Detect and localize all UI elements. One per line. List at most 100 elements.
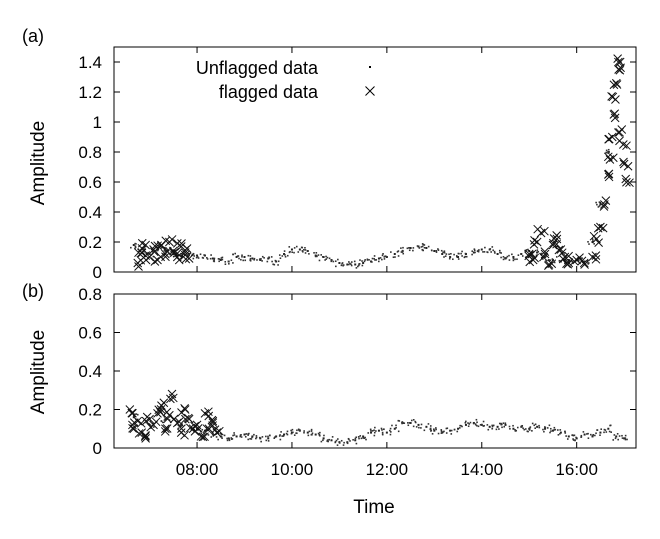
data-point-unflagged: [557, 429, 559, 431]
data-point-unflagged: [323, 434, 325, 437]
data-point-unflagged: [528, 429, 531, 431]
data-point-unflagged: [442, 251, 444, 254]
data-point-unflagged: [240, 436, 243, 438]
data-point-unflagged: [398, 420, 401, 422]
data-point-unflagged: [243, 433, 246, 436]
data-point-unflagged: [450, 433, 453, 435]
data-point-unflagged: [488, 425, 491, 428]
data-point-unflagged: [278, 254, 281, 256]
data-point-flagged: [204, 407, 213, 417]
data-point-unflagged: [498, 428, 500, 430]
data-point-unflagged: [534, 427, 537, 429]
data-point-unflagged: [464, 421, 467, 424]
data-point-unflagged: [272, 263, 274, 266]
data-point-flagged: [180, 430, 189, 440]
data-point-unflagged: [536, 249, 539, 251]
data-point-unflagged: [521, 425, 523, 428]
data-point-unflagged: [283, 250, 286, 252]
data-point-unflagged: [435, 250, 438, 252]
data-point-unflagged: [499, 251, 501, 254]
data-point-unflagged: [358, 263, 360, 265]
data-point-unflagged: [491, 425, 494, 428]
data-point-unflagged: [314, 433, 317, 436]
data-point-unflagged: [210, 436, 213, 438]
data-point-flagged: [591, 254, 601, 264]
data-point-unflagged: [168, 419, 171, 421]
x-tick-label: 16:00: [555, 460, 598, 479]
data-point-unflagged: [616, 433, 619, 435]
data-point-unflagged: [364, 259, 366, 261]
data-point-unflagged: [467, 425, 470, 428]
data-point-unflagged: [355, 267, 358, 269]
data-point-unflagged: [435, 427, 437, 429]
data-point-unflagged: [355, 442, 358, 445]
data-point-unflagged: [326, 439, 329, 441]
data-point-unflagged: [233, 434, 236, 436]
data-point-unflagged: [437, 432, 440, 435]
data-point-unflagged: [370, 431, 373, 434]
data-point-flagged: [141, 251, 151, 260]
data-point-flagged: [181, 254, 191, 264]
data-point-unflagged: [516, 426, 519, 429]
data-point-flagged: [562, 259, 571, 269]
data-point-unflagged: [255, 435, 258, 437]
data-point-unflagged: [205, 429, 207, 432]
data-point-unflagged: [504, 257, 506, 259]
data-point-unflagged: [274, 435, 277, 438]
data-point-unflagged: [303, 430, 305, 432]
data-point-unflagged: [614, 437, 617, 440]
data-point-unflagged: [203, 254, 205, 256]
data-point-unflagged: [529, 426, 532, 428]
data-point-flagged: [601, 196, 611, 206]
data-point-unflagged: [461, 255, 463, 257]
data-point-unflagged: [239, 435, 242, 438]
data-point-unflagged: [520, 253, 522, 255]
data-point-unflagged: [371, 261, 373, 263]
data-point-unflagged: [301, 246, 304, 249]
data-point-unflagged: [551, 258, 554, 260]
data-point-flagged: [610, 113, 620, 123]
data-point-unflagged: [440, 432, 443, 434]
data-point-unflagged: [353, 260, 356, 263]
data-point-unflagged: [412, 249, 414, 252]
data-point-flagged: [594, 238, 603, 248]
data-point-unflagged: [469, 421, 472, 424]
data-point-unflagged: [364, 436, 366, 439]
data-point-unflagged: [457, 258, 460, 260]
data-point-unflagged: [420, 427, 422, 429]
data-point-unflagged: [253, 257, 256, 260]
data-point-unflagged: [504, 422, 507, 425]
data-point-unflagged: [508, 425, 511, 428]
data-point-unflagged: [624, 437, 627, 439]
data-point-unflagged: [467, 422, 469, 424]
data-point-unflagged: [512, 427, 515, 430]
data-point-unflagged: [474, 423, 477, 426]
data-point-unflagged: [303, 431, 305, 434]
data-point-unflagged: [583, 433, 586, 436]
data-point-unflagged: [551, 429, 554, 432]
data-point-unflagged: [624, 438, 627, 441]
data-point-unflagged: [458, 427, 461, 429]
data-point-unflagged: [425, 247, 428, 249]
data-point-unflagged: [482, 251, 484, 253]
data-point-unflagged: [160, 246, 163, 249]
data-point-unflagged: [340, 264, 343, 267]
data-point-unflagged: [251, 436, 253, 439]
data-point-unflagged: [296, 432, 298, 435]
y-tick-label: 0.4: [78, 203, 102, 222]
data-point-unflagged: [400, 251, 403, 253]
data-point-unflagged: [322, 256, 325, 258]
data-point-unflagged: [445, 432, 448, 434]
data-point-unflagged: [599, 431, 602, 434]
data-point-unflagged: [365, 438, 367, 441]
data-point-unflagged: [578, 259, 580, 262]
data-point-flagged: [156, 405, 166, 414]
data-point-unflagged: [285, 432, 288, 435]
x-tick-label: 10:00: [271, 460, 314, 479]
data-point-unflagged: [237, 255, 240, 257]
data-point-unflagged: [500, 422, 502, 425]
data-point-unflagged: [179, 254, 182, 257]
y-tick-label: 0.6: [78, 173, 102, 192]
data-point-unflagged: [275, 260, 278, 263]
data-point-unflagged: [473, 249, 476, 252]
